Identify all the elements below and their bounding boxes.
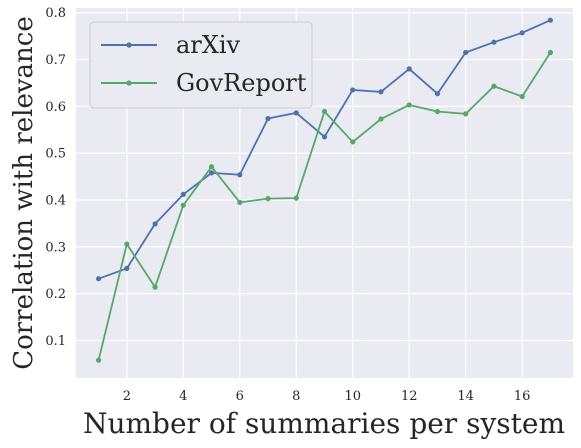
data-point-arxiv bbox=[152, 221, 158, 227]
data-point-arxiv bbox=[350, 87, 356, 93]
data-point-govreport bbox=[208, 164, 215, 170]
data-point-arxiv bbox=[237, 172, 243, 178]
y-tick-label: 0.2 bbox=[45, 287, 66, 302]
data-point-govreport bbox=[237, 199, 243, 205]
y-tick-label: 0.1 bbox=[45, 334, 66, 349]
data-point-govreport bbox=[491, 83, 497, 89]
data-point-arxiv bbox=[321, 134, 328, 140]
y-tick-label: 0.3 bbox=[45, 240, 66, 255]
data-point-govreport bbox=[152, 284, 158, 290]
x-tick-label: 4 bbox=[179, 389, 187, 404]
y-tick-label: 0.7 bbox=[45, 53, 66, 68]
data-point-govreport bbox=[95, 357, 102, 363]
data-point-arxiv bbox=[463, 49, 469, 56]
x-tick-label: 2 bbox=[123, 389, 131, 404]
legend-box bbox=[89, 21, 313, 109]
data-point-arxiv bbox=[124, 265, 130, 272]
data-point-govreport bbox=[519, 93, 525, 100]
legend: arXiv GovReport bbox=[89, 21, 313, 109]
data-point-arxiv bbox=[406, 66, 412, 72]
data-point-govreport bbox=[180, 202, 186, 208]
data-point-govreport bbox=[434, 108, 441, 115]
data-point-govreport bbox=[265, 196, 271, 202]
y-tick-label: 0.6 bbox=[45, 100, 66, 115]
data-point-govreport bbox=[547, 49, 554, 56]
data-point-govreport bbox=[406, 102, 412, 108]
x-tick-label: 14 bbox=[457, 389, 474, 404]
legend-label-govreport: GovReport bbox=[176, 69, 307, 97]
x-tick-label: 8 bbox=[292, 389, 300, 404]
data-point-govreport bbox=[293, 195, 299, 201]
data-point-govreport bbox=[350, 139, 356, 145]
x-tick-label: 12 bbox=[401, 389, 418, 404]
data-point-govreport bbox=[378, 116, 384, 122]
y-tick-label: 0.8 bbox=[45, 6, 66, 21]
legend-marker-arxiv bbox=[126, 42, 132, 48]
series-lines bbox=[95, 17, 554, 363]
y-tick-label: 0.4 bbox=[45, 194, 66, 209]
data-point-arxiv bbox=[265, 115, 271, 122]
data-point-arxiv bbox=[434, 91, 441, 97]
data-point-arxiv bbox=[519, 30, 525, 36]
data-point-arxiv bbox=[547, 17, 554, 23]
legend-label-arxiv: arXiv bbox=[176, 31, 241, 59]
y-tick-label: 0.5 bbox=[45, 147, 66, 162]
x-tick-label: 6 bbox=[236, 389, 244, 404]
data-point-arxiv bbox=[378, 89, 384, 95]
data-point-arxiv bbox=[208, 170, 215, 176]
x-axis-title: Number of summaries per system bbox=[83, 407, 565, 440]
x-tick-label: 10 bbox=[344, 389, 361, 404]
y-axis-title: Correlation with relevance bbox=[9, 16, 39, 369]
data-point-arxiv bbox=[293, 110, 299, 116]
data-point-govreport bbox=[321, 108, 328, 115]
data-point-arxiv bbox=[180, 191, 186, 198]
y-tick-labels: 0.1 0.2 0.3 0.4 0.5 0.6 0.7 0.8 bbox=[45, 6, 66, 349]
legend-marker-govreport bbox=[126, 80, 132, 86]
data-point-arxiv bbox=[491, 39, 497, 45]
data-point-govreport bbox=[124, 241, 130, 247]
data-point-arxiv bbox=[95, 276, 102, 282]
x-tick-label: 16 bbox=[514, 389, 531, 404]
data-point-govreport bbox=[463, 111, 469, 117]
x-tick-labels: 2 4 6 8 10 12 14 16 bbox=[123, 389, 531, 404]
